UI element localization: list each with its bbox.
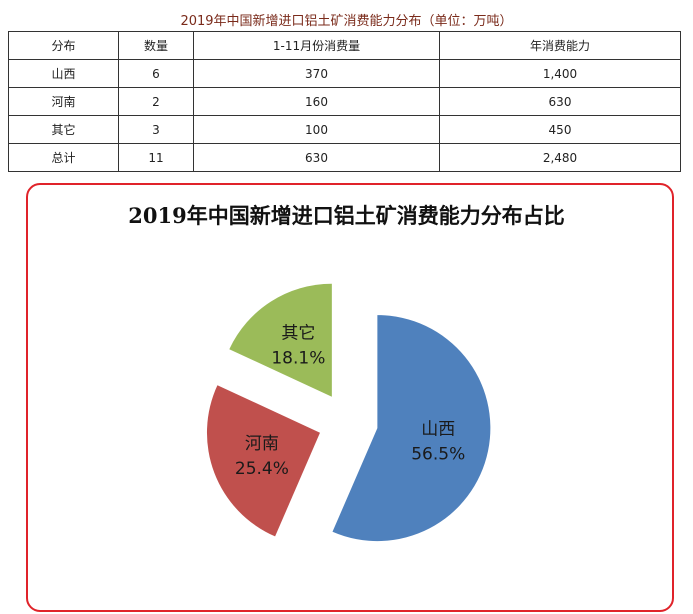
pie-slice-0 (332, 315, 491, 542)
table-title: 2019年中国新增进口铝土矿消费能力分布（单位：万吨） (180, 14, 513, 29)
header-cell: 数量 (118, 31, 194, 60)
cell: 1,400 (439, 59, 681, 88)
cell: 100 (193, 115, 440, 144)
slice-percent-label: 18.1% (271, 348, 325, 368)
cell: 450 (439, 115, 681, 144)
cell: 370 (193, 59, 440, 88)
table-header-row: 分布 数量 1-11月份消费量 年消费能力 (8, 31, 681, 60)
data-table: 分布 数量 1-11月份消费量 年消费能力 山西 6 370 1,400 河南 2 160… (8, 31, 681, 172)
chart-frame (26, 183, 674, 612)
slice-category-label: 其它 (281, 323, 315, 343)
table-row: 河南 2 160 630 (8, 87, 681, 116)
cell: 11 (118, 143, 194, 172)
slice-percent-label: 25.4% (235, 459, 289, 479)
slice-category-label: 山西 (421, 420, 455, 440)
cell: 2,480 (439, 143, 681, 172)
header-cell: 分布 (8, 31, 119, 60)
pie-slice-2 (229, 283, 332, 397)
chart-title: 2019年中国新增进口铝土矿消费能力分布占比 (128, 203, 565, 228)
table-row: 总计 11 630 2,480 (8, 143, 681, 172)
cell: 2 (118, 87, 194, 116)
cell: 其它 (8, 115, 119, 144)
slice-category-label: 河南 (245, 434, 279, 454)
cell: 630 (193, 143, 440, 172)
pie-slice-1 (206, 385, 320, 537)
header-cell: 1-11月份消费量 (193, 31, 440, 60)
cell: 总计 (8, 143, 119, 172)
cell: 630 (439, 87, 681, 116)
table-row: 山西 6 370 1,400 (8, 59, 681, 88)
slice-percent-label: 56.5% (411, 445, 465, 465)
table-row: 其它 3 100 450 (8, 115, 681, 144)
header-cell: 年消费能力 (439, 31, 681, 60)
